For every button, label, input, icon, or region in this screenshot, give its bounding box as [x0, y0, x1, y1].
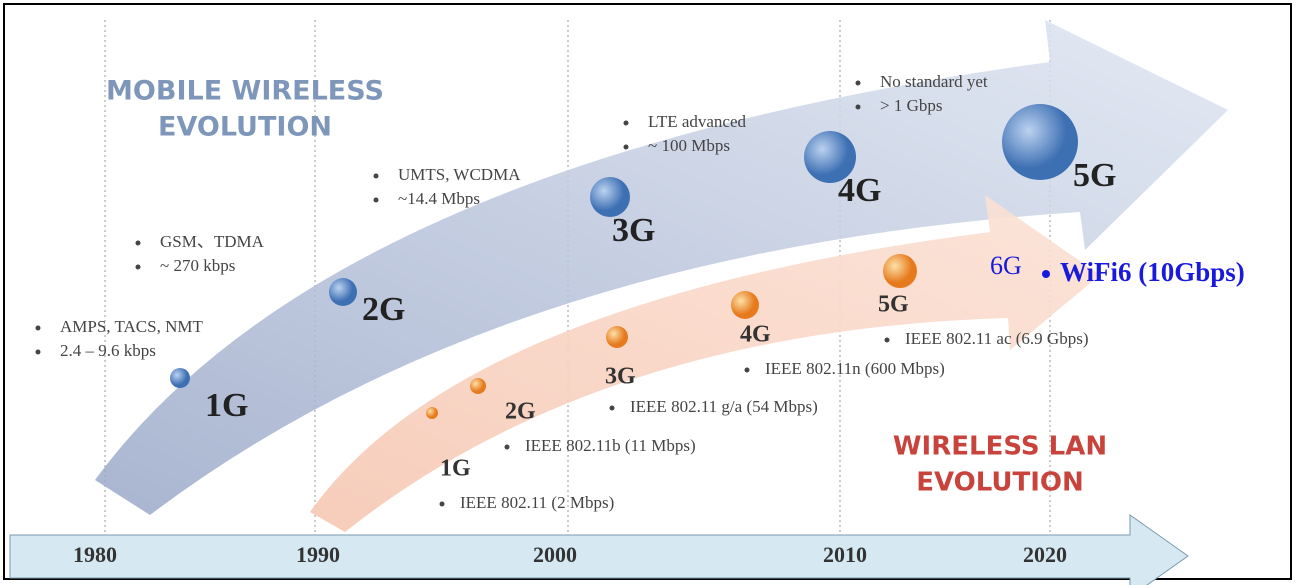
bullet: [745, 368, 750, 373]
timeline-arrow: [10, 515, 1188, 585]
generation-note: LTE advanced: [648, 112, 747, 131]
wlan-label: 2G: [505, 399, 536, 425]
year: 1980: [73, 542, 117, 567]
generation-label: 3G: [612, 212, 655, 249]
generation-note: ~ 100 Mbps: [648, 136, 730, 155]
bullet: [856, 81, 861, 86]
generation-label: 5G: [1073, 157, 1116, 194]
generation-note: No standard yet: [880, 72, 988, 91]
bullet: [885, 338, 890, 343]
generation-ball: [170, 368, 190, 388]
wlan-title: EVOLUTION: [916, 468, 1084, 498]
wlan-ball: [426, 407, 438, 419]
generation-label: 1G: [205, 387, 248, 424]
bullet: [374, 174, 379, 179]
generation-label: 2G: [362, 291, 405, 328]
bullet: [1042, 270, 1050, 278]
year: 2020: [1023, 542, 1067, 567]
bullet: [374, 198, 379, 203]
wlan-label: 1G: [440, 456, 471, 482]
bullet: [136, 265, 141, 270]
wlan-label: 3G: [605, 364, 636, 390]
wlan-title: WIRELESS LAN: [893, 432, 1107, 462]
next-note: WiFi6 (10Gbps): [1060, 257, 1245, 287]
generation-note: ~14.4 Mbps: [398, 189, 480, 208]
bullet: [624, 121, 629, 126]
wlan-ball: [470, 378, 486, 394]
wlan-label: 5G: [878, 292, 909, 318]
year: 2010: [823, 542, 867, 567]
generation-note: GSM、TDMA: [160, 232, 265, 251]
year: 1990: [296, 542, 340, 567]
bullet: [440, 502, 445, 507]
mobile-title: MOBILE WIRELESS: [106, 76, 384, 107]
wlan-ball: [731, 291, 759, 319]
generation-note: 2.4 – 9.6 kbps: [60, 341, 156, 360]
generation-note: UMTS, WCDMA: [398, 165, 521, 184]
bullet: [624, 145, 629, 150]
wlan-label: 4G: [740, 322, 771, 348]
bullet: [36, 326, 41, 331]
bullet: [505, 445, 510, 450]
generation-note: ~ 270 kbps: [160, 256, 235, 275]
generation-label: 4G: [838, 172, 881, 209]
year: 2000: [533, 542, 577, 567]
wlan-note: IEEE 802.11n (600 Mbps): [765, 359, 945, 378]
wlan-note: IEEE 802.11 ac (6.9 Gbps): [905, 329, 1089, 348]
bullet: [856, 105, 861, 110]
generation-ball: [329, 278, 357, 306]
bullet: [136, 241, 141, 246]
wlan-note: IEEE 802.11 g/a (54 Mbps): [630, 397, 818, 416]
diagram: MOBILE WIRELESS EVOLUTION WIRELESS LAN EVOL…: [0, 0, 1297, 585]
wlan-ball: [883, 254, 917, 288]
wlan-note: IEEE 802.11b (11 Mbps): [525, 436, 696, 455]
mobile-title: EVOLUTION: [158, 112, 332, 143]
wlan-note: IEEE 802.11 (2 Mbps): [460, 493, 614, 512]
bullet: [36, 350, 41, 355]
bullet: [610, 406, 615, 411]
generation-note: > 1 Gbps: [880, 96, 942, 115]
next-label: 6G: [990, 251, 1022, 280]
generation-ball: [1002, 104, 1078, 180]
wlan-ball: [606, 326, 628, 348]
generation-note: AMPS, TACS, NMT: [60, 317, 203, 336]
